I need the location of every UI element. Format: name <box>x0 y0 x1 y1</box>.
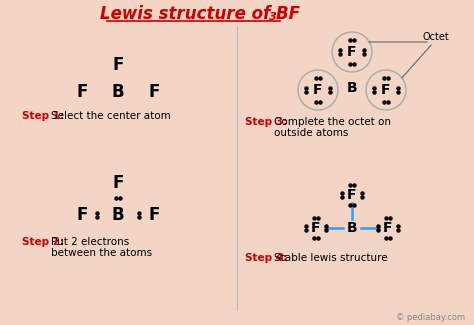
Text: F: F <box>76 83 88 101</box>
Text: F: F <box>381 83 391 97</box>
Text: B: B <box>112 206 124 224</box>
Text: F: F <box>383 221 393 235</box>
Text: Step 1:: Step 1: <box>22 111 64 121</box>
Text: © pediabay.com: © pediabay.com <box>396 314 465 322</box>
Text: Octet: Octet <box>423 32 449 42</box>
Text: F: F <box>148 206 160 224</box>
Text: Step 3:: Step 3: <box>245 117 287 127</box>
Text: Select the center atom: Select the center atom <box>51 111 171 121</box>
Text: F: F <box>311 221 321 235</box>
Text: between the atoms: between the atoms <box>51 248 152 258</box>
Text: F: F <box>148 83 160 101</box>
Text: F: F <box>112 174 124 192</box>
Text: F: F <box>347 188 357 202</box>
Text: outside atoms: outside atoms <box>274 128 348 138</box>
Text: Step 4:: Step 4: <box>245 253 287 263</box>
Text: Put 2 electrons: Put 2 electrons <box>51 237 129 247</box>
Text: Lewis structure of BF: Lewis structure of BF <box>100 5 300 23</box>
Text: F: F <box>347 45 357 59</box>
Text: B: B <box>112 83 124 101</box>
Text: Step 2:: Step 2: <box>22 237 64 247</box>
Text: B: B <box>346 221 357 235</box>
Text: B: B <box>346 81 357 95</box>
Text: F: F <box>112 56 124 74</box>
Text: Stable lewis structure: Stable lewis structure <box>274 253 388 263</box>
Text: F: F <box>76 206 88 224</box>
Text: 3: 3 <box>269 12 277 22</box>
Text: F: F <box>313 83 323 97</box>
Text: Complete the octet on: Complete the octet on <box>274 117 391 127</box>
